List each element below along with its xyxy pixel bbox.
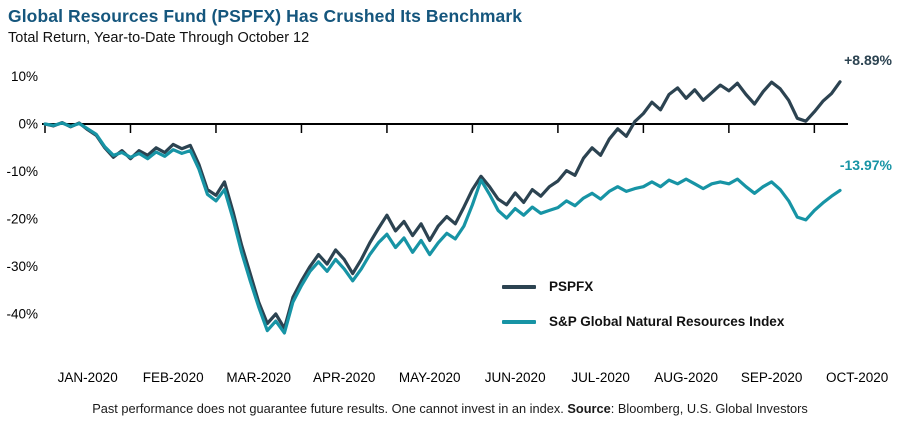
chart-legend: PSPFX S&P Global Natural Resources Index [502,279,784,329]
legend-item-pspfx: PSPFX [502,279,784,294]
pspfx-line-swatch [502,284,536,289]
benchmark-end-value-label: -13.97% [839,157,892,173]
y-tick-label: 0% [18,117,38,132]
legend-label-benchmark: S&P Global Natural Resources Index [549,314,785,329]
legend-item-benchmark: S&P Global Natural Resources Index [502,314,784,329]
series-line-pspfx [43,80,842,330]
y-tick-label: 10% [11,69,38,84]
series-line-benchmark [43,121,842,335]
x-tick-label: MAR-2020 [226,370,291,385]
chart-subtitle: Total Return, Year-to-Date Through Octob… [8,30,310,46]
x-tick-label: AUG-2020 [654,370,718,385]
x-tick-label: FEB-2020 [143,370,204,385]
disclaimer-text: Past performance does not guarantee futu… [92,401,568,416]
x-tick-label: JAN-2020 [58,370,118,385]
source-label: Source [567,401,611,416]
y-tick-label: -40% [6,307,38,322]
pspfx-end-value-label: +8.89% [844,52,892,68]
y-tick-label: -10% [6,164,38,179]
x-tick-label: JUL-2020 [571,370,630,385]
y-tick-label: -30% [6,259,38,274]
y-tick-label: -20% [6,212,38,227]
x-tick-label: MAY-2020 [399,370,461,385]
x-tick-label: APR-2020 [313,370,375,385]
benchmark-line-swatch [502,319,536,324]
source-text: : Bloomberg, U.S. Global Investors [610,401,808,416]
x-tick-label: OCT-2020 [826,370,888,385]
disclaimer-footer: Past performance does not guarantee futu… [0,401,900,416]
x-tick-label: SEP-2020 [741,370,803,385]
page-title: Global Resources Fund (PSPFX) Has Crushe… [8,6,523,26]
legend-label-pspfx: PSPFX [549,279,594,294]
x-tick-label: JUN-2020 [485,370,546,385]
